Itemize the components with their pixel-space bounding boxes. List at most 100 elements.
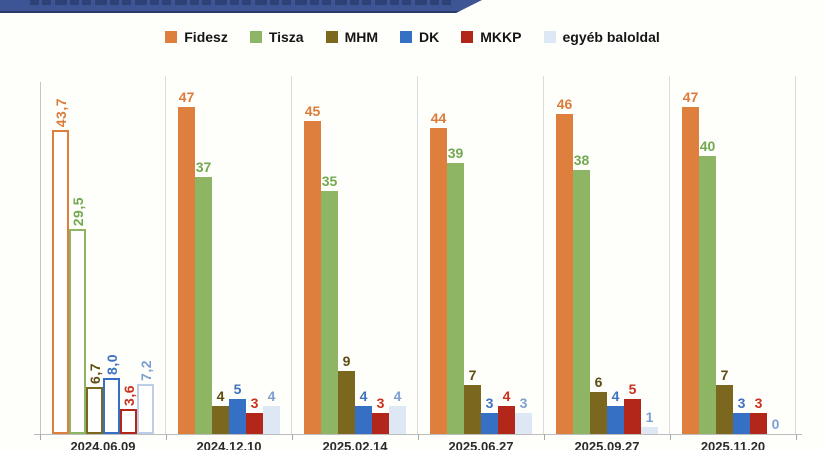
bar-dk: 8,0 (103, 354, 120, 434)
bar-value-label: 6,7 (86, 363, 103, 385)
bar-value-label: 3 (754, 395, 763, 412)
bar-value-label: 47 (682, 89, 699, 106)
bar-mhm: 6,7 (86, 363, 103, 434)
chart-group-1: 43,7 29,5 6,7 8,0 3,6 7,2 (40, 76, 166, 434)
axis-tick (166, 434, 167, 440)
x-axis-label: 2025.02.14 (322, 439, 388, 450)
axis-tick (796, 434, 797, 440)
bar-mhm: 9 (338, 354, 355, 434)
bar-value-label: 5 (233, 381, 242, 398)
bar-value-label: 3 (376, 395, 385, 412)
x-axis-label: 2024.12.10 (196, 439, 262, 450)
bar-dk: 4 (607, 389, 624, 434)
plot-area: 43,7 29,5 6,7 8,0 3,6 7,2 47 37 4 5 3 4 45 35 9 4 3 4 44 39… (40, 76, 796, 434)
chart-group-4: 44 39 7 3 4 3 (418, 76, 544, 434)
x-axis-label: 2024.06.09 (70, 439, 136, 450)
banner-clipped-text (30, 0, 455, 5)
legend-label: MKKP (480, 29, 522, 45)
gridline (542, 76, 544, 434)
header-banner (0, 0, 482, 13)
gridline (417, 76, 418, 434)
bar-tisza: 37 (195, 160, 212, 434)
legend-item: egyéb baloldal (543, 29, 660, 45)
bar-value-label: 43,7 (52, 97, 69, 128)
bar-value-label: 7 (468, 367, 477, 384)
bar-value-label: 3 (519, 395, 528, 412)
chart-legend: Fidesz Tisza MHM DK MKKP egyéb baloldal (0, 29, 825, 45)
bar-value-label: 3 (250, 395, 259, 412)
legend-label: MHM (344, 29, 379, 45)
legend-item: Fidesz (165, 29, 228, 45)
bar-fidesz: 45 (304, 104, 321, 434)
legend-item: DK (400, 29, 439, 45)
bar-tisza: 38 (573, 153, 590, 434)
bar-value-label: 38 (573, 151, 590, 168)
bar-value-label: 4 (267, 388, 276, 405)
bar-value-label: 39 (447, 144, 464, 161)
bar-value-label: 4 (359, 388, 368, 405)
bar-value-label: 29,5 (69, 196, 86, 226)
bar-value-label: 3 (737, 395, 746, 412)
legend-color-swatch (461, 31, 474, 43)
bar-mhm: 6 (590, 375, 607, 434)
bar-value-label: 44 (430, 110, 447, 127)
bar-mkkp: 3 (750, 396, 767, 434)
legend-color-swatch (325, 31, 338, 43)
legend-color-swatch (165, 31, 178, 43)
bar-mkkp: 3 (246, 396, 263, 434)
x-axis-label: 2025.11.20 (700, 439, 766, 450)
gridline (290, 76, 292, 434)
bar-value-label: 4 (393, 388, 402, 405)
bar-egyéb-baloldal: 3 (515, 396, 532, 434)
bar-mkkp: 5 (624, 382, 641, 434)
bar-value-label: 35 (321, 172, 338, 189)
bar-value-label: 46 (556, 96, 573, 113)
bar-fidesz: 44 (430, 111, 447, 434)
axis-tick (40, 434, 41, 440)
bar-tisza: 40 (699, 139, 716, 434)
chart-group-2: 47 37 4 5 3 4 (166, 76, 292, 434)
bar-value-label: 37 (195, 158, 212, 175)
legend-label: egyéb baloldal (562, 29, 660, 45)
bar-value-label: 1 (645, 409, 654, 426)
gridline (795, 76, 796, 434)
legend-label: DK (419, 29, 440, 45)
axis-tick (292, 434, 293, 440)
legend-label: Fidesz (184, 29, 228, 45)
bar-value-label: 7 (720, 367, 729, 384)
bar-value-label: 47 (178, 89, 195, 106)
bar-fidesz: 43,7 (52, 98, 69, 434)
bar-value-label: 9 (342, 353, 351, 370)
bar-egyéb-baloldal: 4 (263, 389, 280, 434)
legend-item: MHM (325, 29, 379, 45)
bar-value-label: 3 (485, 395, 494, 412)
bar-mhm: 7 (464, 368, 481, 434)
legend-item: Tisza (249, 29, 304, 45)
bar-value-label: 4 (216, 388, 225, 405)
bar-tisza: 35 (321, 174, 338, 434)
bar-value-label: 7,2 (137, 359, 154, 381)
bar-mhm: 4 (212, 389, 229, 434)
bar-tisza: 29,5 (69, 197, 86, 434)
gridline (669, 76, 670, 434)
bar-value-label: 0 (771, 416, 780, 432)
legend-item: MKKP (461, 29, 522, 45)
bar-mkkp: 4 (498, 389, 515, 434)
legend-color-swatch (249, 31, 262, 43)
bar-value-label: 45 (304, 103, 321, 120)
legend-label: Tisza (268, 29, 304, 45)
bar-fidesz: 47 (178, 90, 195, 434)
bar-egyéb-baloldal: 7,2 (137, 360, 154, 434)
x-axis-label: 2025.06.27 (448, 439, 514, 450)
x-axis-label: 2025.09.27 (574, 439, 640, 450)
bar-value-label: 3,6 (120, 385, 137, 406)
bar-mkkp: 3 (372, 396, 389, 434)
bar-tisza: 39 (447, 146, 464, 434)
bar-fidesz: 47 (682, 90, 699, 434)
bar-dk: 4 (355, 389, 372, 434)
bar-dk: 5 (229, 382, 246, 434)
gridline (164, 76, 166, 434)
axis-tick (670, 434, 671, 440)
bar-mhm: 7 (716, 368, 733, 434)
legend-color-swatch (400, 31, 413, 43)
